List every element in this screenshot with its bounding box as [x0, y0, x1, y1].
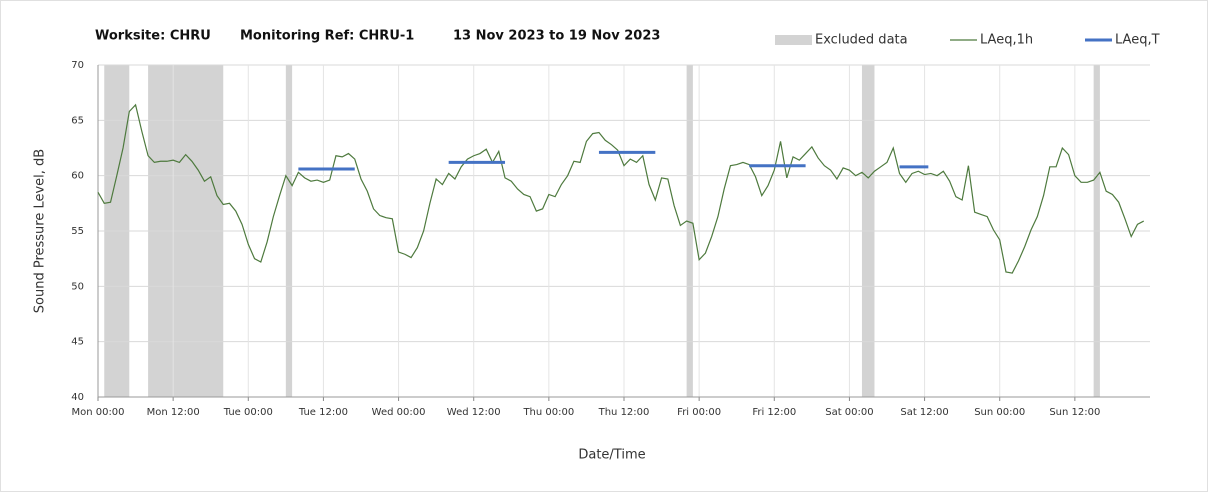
x-tick-label: Fri 12:00	[752, 407, 796, 418]
y-tick-label: 55	[71, 226, 84, 237]
x-tick-label: Mon 00:00	[71, 407, 124, 418]
x-tick-label: Sun 12:00	[1049, 407, 1100, 418]
title-site: Worksite: CHRU	[95, 29, 211, 44]
x-tick-label: Sun 00:00	[974, 407, 1025, 418]
x-tick-label: Sat 12:00	[900, 407, 948, 418]
y-tick-label: 65	[71, 115, 84, 126]
x-tick-label: Sat 00:00	[825, 407, 873, 418]
x-tick-label: Wed 12:00	[447, 407, 501, 418]
x-tick-label: Wed 00:00	[372, 407, 426, 418]
x-tick-label: Tue 12:00	[298, 407, 348, 418]
x-tick-label: Thu 12:00	[598, 407, 650, 418]
legend-label: LAeq,1h	[980, 33, 1033, 48]
y-tick-label: 60	[71, 171, 84, 182]
x-tick-label: Mon 12:00	[147, 407, 200, 418]
x-tick-label: Fri 00:00	[677, 407, 721, 418]
x-tick-label: Tue 00:00	[223, 407, 273, 418]
legend-swatch	[775, 35, 812, 45]
y-tick-label: 70	[71, 60, 84, 71]
laeq-1h-line	[97, 103, 1145, 274]
x-tick-label: Thu 00:00	[522, 407, 574, 418]
y-tick-label: 50	[71, 281, 84, 292]
y-tick-label: 45	[71, 337, 84, 348]
legend-label: LAeq,T	[1115, 33, 1160, 48]
title-dates: 13 Nov 2023 to 19 Nov 2023	[453, 29, 660, 44]
y-axis-label: Sound Pressure Level, dB	[33, 149, 48, 313]
y-tick-label: 40	[71, 392, 84, 403]
x-axis-label: Date/Time	[578, 448, 645, 463]
title-ref: Monitoring Ref: CHRU-1	[240, 29, 414, 44]
legend-label: Excluded data	[815, 33, 908, 48]
